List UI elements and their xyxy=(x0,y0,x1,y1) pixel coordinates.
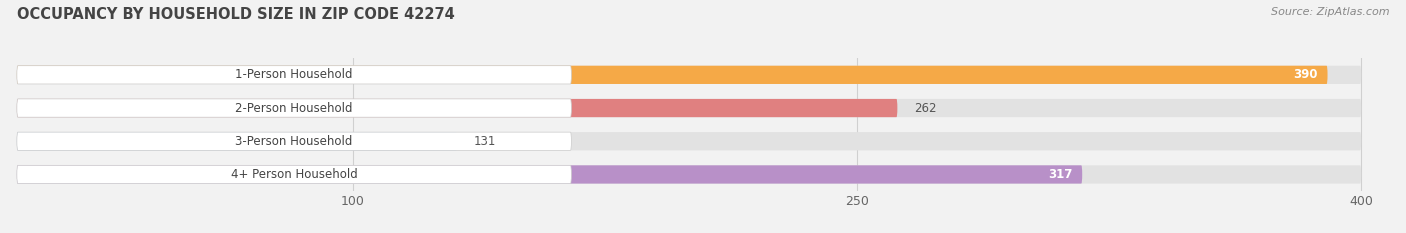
FancyBboxPatch shape xyxy=(17,99,1361,117)
FancyBboxPatch shape xyxy=(17,132,1361,150)
Text: 4+ Person Household: 4+ Person Household xyxy=(231,168,357,181)
FancyBboxPatch shape xyxy=(17,66,571,84)
FancyBboxPatch shape xyxy=(17,99,571,117)
FancyBboxPatch shape xyxy=(17,165,1083,184)
Text: OCCUPANCY BY HOUSEHOLD SIZE IN ZIP CODE 42274: OCCUPANCY BY HOUSEHOLD SIZE IN ZIP CODE … xyxy=(17,7,454,22)
Text: Source: ZipAtlas.com: Source: ZipAtlas.com xyxy=(1271,7,1389,17)
Text: 390: 390 xyxy=(1294,68,1317,81)
FancyBboxPatch shape xyxy=(17,132,571,150)
Text: 317: 317 xyxy=(1047,168,1073,181)
Text: 262: 262 xyxy=(914,102,936,115)
Text: 2-Person Household: 2-Person Household xyxy=(235,102,353,115)
FancyBboxPatch shape xyxy=(17,66,1361,84)
FancyBboxPatch shape xyxy=(17,165,1361,184)
FancyBboxPatch shape xyxy=(17,165,571,184)
FancyBboxPatch shape xyxy=(17,99,897,117)
Text: 1-Person Household: 1-Person Household xyxy=(235,68,353,81)
FancyBboxPatch shape xyxy=(17,66,1327,84)
FancyBboxPatch shape xyxy=(17,132,457,150)
Text: 3-Person Household: 3-Person Household xyxy=(235,135,353,148)
Text: 131: 131 xyxy=(474,135,496,148)
